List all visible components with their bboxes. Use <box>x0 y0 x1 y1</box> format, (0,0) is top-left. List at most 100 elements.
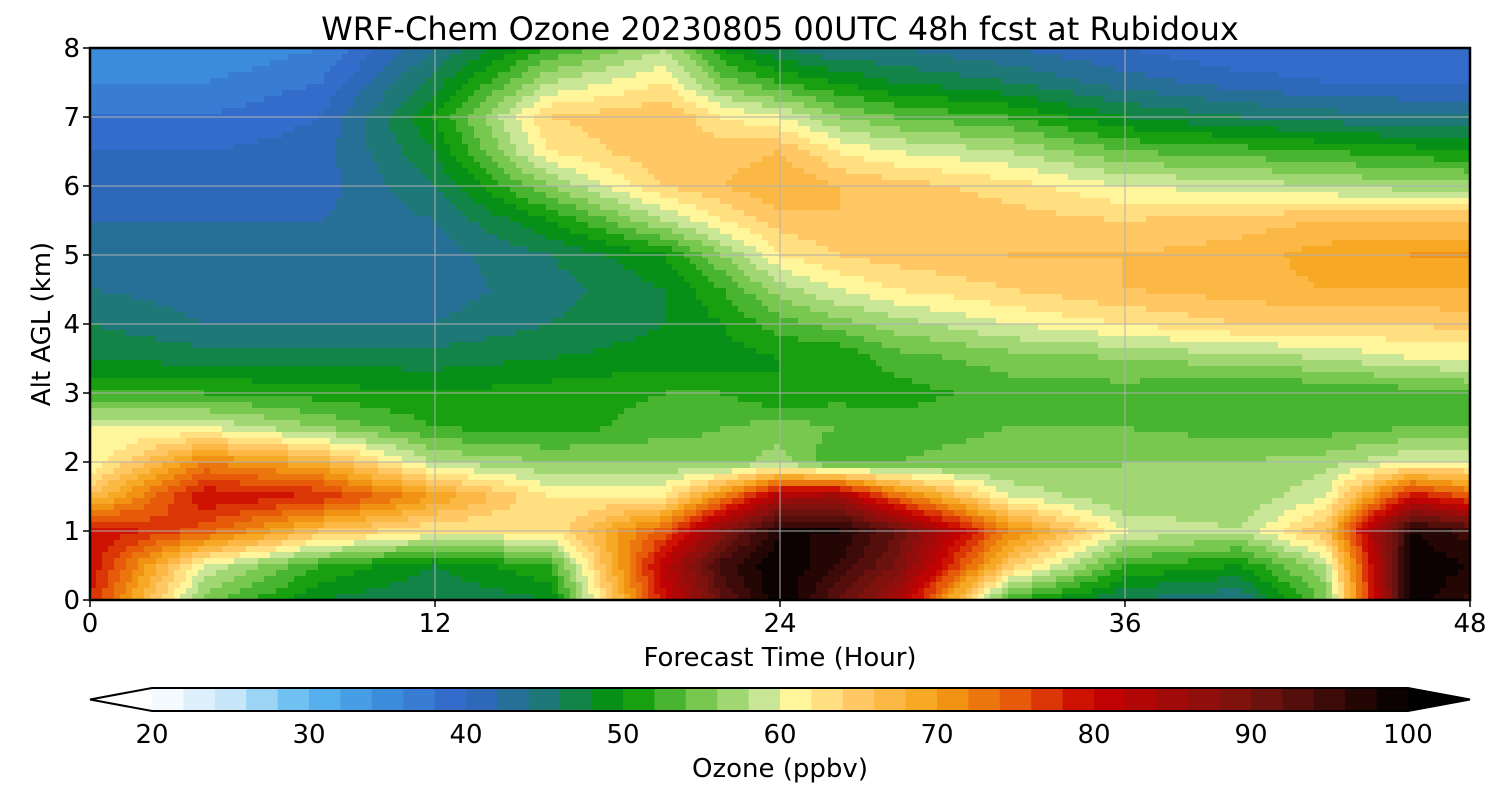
ozone-cell <box>1374 96 1381 103</box>
ozone-cell <box>612 78 619 85</box>
ozone-cell <box>1284 48 1291 55</box>
ozone-cell <box>870 144 877 151</box>
ozone-cell <box>642 150 649 157</box>
ozone-cell <box>576 54 583 61</box>
ozone-cell <box>1290 132 1297 139</box>
ozone-cell <box>588 72 595 79</box>
ozone-cell <box>984 126 991 133</box>
ozone-cell <box>540 96 547 103</box>
ozone-cell <box>1038 150 1045 157</box>
ozone-cell <box>138 102 145 109</box>
ozone-cell <box>312 102 319 109</box>
ozone-cell <box>1440 72 1447 79</box>
ozone-cell <box>582 66 589 73</box>
ozone-cell <box>1086 66 1093 73</box>
ozone-cell <box>684 102 691 109</box>
ozone-cell <box>1116 126 1123 133</box>
ozone-cell <box>606 150 613 157</box>
ozone-cell <box>876 96 883 103</box>
ozone-cell <box>438 120 445 127</box>
ozone-cell <box>1410 66 1417 73</box>
ozone-cell <box>324 132 331 139</box>
ozone-cell <box>342 48 349 55</box>
ozone-cell <box>138 48 145 55</box>
ozone-cell <box>1296 132 1303 139</box>
ozone-cell <box>306 132 313 139</box>
ozone-cell <box>546 96 553 103</box>
ozone-cell <box>1206 102 1213 109</box>
ozone-cell <box>804 144 811 151</box>
ozone-cell <box>810 60 817 67</box>
ozone-cell <box>108 60 115 67</box>
ozone-cell <box>168 66 175 73</box>
ozone-cell <box>1284 72 1291 79</box>
ozone-cell <box>1110 72 1117 79</box>
ozone-cell <box>648 174 655 181</box>
ozone-cell <box>696 84 703 91</box>
ozone-cell <box>294 96 301 103</box>
ozone-cell <box>1188 138 1195 145</box>
ozone-cell <box>174 138 181 145</box>
ozone-cell <box>102 126 109 133</box>
ozone-cell <box>1002 108 1009 115</box>
ozone-cell <box>942 96 949 103</box>
ozone-cell <box>888 126 895 133</box>
ozone-cell <box>666 174 673 181</box>
ozone-cell <box>648 126 655 133</box>
ozone-cell <box>1158 168 1165 175</box>
ozone-cell <box>1182 126 1189 133</box>
ozone-cell <box>1464 168 1470 175</box>
ozone-cell <box>900 102 907 109</box>
ozone-cell <box>822 60 829 67</box>
ozone-cell <box>186 108 193 115</box>
ozone-cell <box>318 108 325 115</box>
ozone-cell <box>144 72 151 79</box>
ozone-cell <box>810 156 817 163</box>
ozone-cell <box>1278 96 1285 103</box>
ozone-cell <box>186 120 193 127</box>
ozone-cell <box>864 54 871 61</box>
ozone-cell <box>1344 138 1351 145</box>
ozone-cell <box>660 78 667 85</box>
ozone-cell <box>1020 96 1027 103</box>
ozone-cell <box>954 108 961 115</box>
ozone-cell <box>228 120 235 127</box>
ozone-cell <box>1362 96 1369 103</box>
ozone-cell <box>528 102 535 109</box>
ozone-cell <box>714 156 721 163</box>
ozone-cell <box>336 102 343 109</box>
ozone-cell <box>948 84 955 91</box>
ozone-cell <box>930 120 937 127</box>
ozone-cell <box>606 168 613 175</box>
ozone-cell <box>372 168 379 175</box>
ozone-cell <box>918 108 925 115</box>
ozone-cell <box>1002 144 1009 151</box>
ozone-cell <box>546 174 553 181</box>
ozone-cell <box>246 66 253 73</box>
ozone-cell <box>1254 144 1261 151</box>
ozone-cell <box>648 108 655 115</box>
ozone-cell <box>654 126 661 133</box>
ozone-cell <box>1344 108 1351 115</box>
ozone-cell <box>990 120 997 127</box>
ozone-cell <box>294 66 301 73</box>
ozone-cell <box>768 108 775 115</box>
ozone-cell <box>1434 66 1441 73</box>
ozone-cell <box>1200 126 1207 133</box>
ozone-cell <box>708 132 715 139</box>
ozone-cell <box>792 126 799 133</box>
ozone-cell <box>492 156 499 163</box>
ozone-cell <box>1092 66 1099 73</box>
ozone-cell <box>672 168 679 175</box>
ozone-cell <box>504 48 511 55</box>
ozone-cell <box>1206 108 1213 115</box>
ozone-cell <box>438 162 445 169</box>
ozone-cell <box>1254 126 1261 133</box>
ozone-cell <box>654 150 661 157</box>
ozone-cell <box>246 78 253 85</box>
ozone-cell <box>1242 48 1249 55</box>
ozone-cell <box>786 144 793 151</box>
ozone-cell <box>780 126 787 133</box>
ozone-cell <box>582 120 589 127</box>
ozone-cell <box>1278 132 1285 139</box>
